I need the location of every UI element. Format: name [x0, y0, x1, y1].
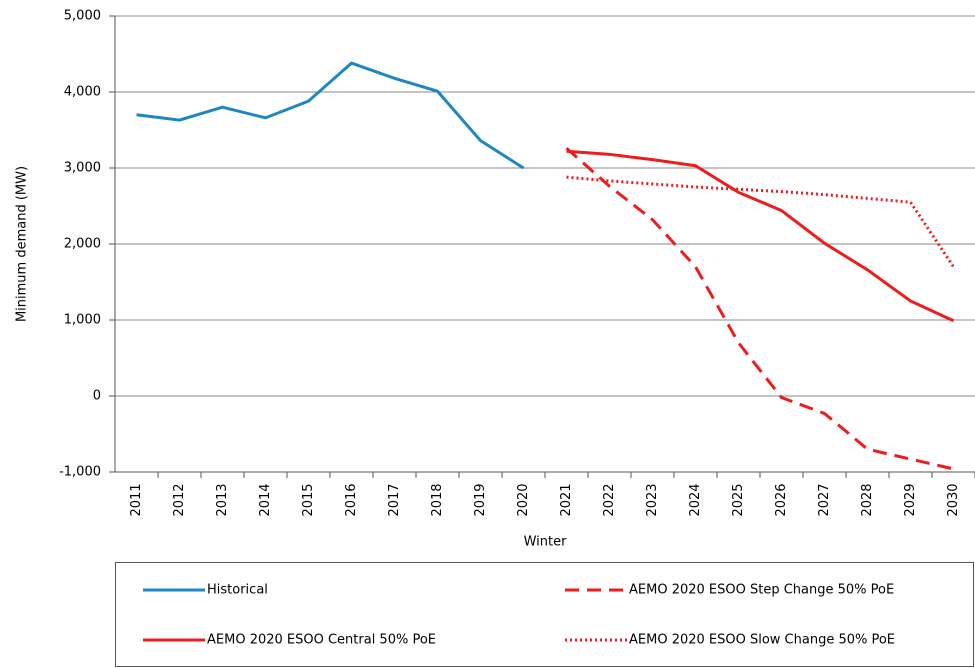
x-tick-label: 2024: [688, 483, 703, 516]
legend-label: Historical: [207, 583, 268, 598]
x-tick-label: 2018: [430, 483, 445, 516]
x-tick-label: 2015: [301, 483, 316, 516]
series-line: [566, 149, 955, 323]
series-line: [136, 61, 525, 170]
y-tick-label: 3,000: [64, 161, 101, 176]
x-tick-label: 2030: [946, 483, 961, 516]
series-line: [565, 147, 954, 471]
x-axis-title: Winter: [524, 535, 568, 550]
x-tick-label: 2025: [731, 483, 746, 516]
x-tick-label: 2019: [473, 483, 488, 516]
y-tick-label: 2,000: [64, 237, 101, 252]
x-tick-label: 2014: [258, 483, 273, 516]
x-tick-label: 2016: [344, 483, 359, 516]
x-tick-label: 2017: [387, 483, 402, 516]
y-tick-label: 4,000: [64, 85, 101, 100]
y-tick-label: -1,000: [59, 465, 101, 480]
series-line: [566, 175, 955, 268]
x-tick-label: 2023: [645, 483, 660, 516]
x-tick-label: 2013: [215, 483, 230, 516]
legend-label: AEMO 2020 ESOO Central 50% PoE: [207, 633, 436, 648]
x-tick-label: 2022: [602, 483, 617, 516]
y-tick-label: 5,000: [64, 9, 101, 24]
x-tick-label: 2011: [129, 483, 144, 516]
legend-box: [115, 562, 974, 667]
x-tick-label: 2028: [860, 483, 875, 516]
y-tick-label: 1,000: [64, 313, 101, 328]
y-axis-title: Minimum demand (MW): [15, 166, 30, 322]
x-tick-label: 2029: [903, 483, 918, 516]
x-tick-label: 2012: [172, 483, 187, 516]
x-tick-label: 2027: [817, 483, 832, 516]
legend-label: AEMO 2020 ESOO Step Change 50% PoE: [629, 583, 894, 598]
x-tick-label: 2021: [559, 483, 574, 516]
x-tick-label: 2026: [774, 483, 789, 516]
x-tick-label: 2020: [516, 483, 531, 516]
y-tick-label: 0: [93, 389, 101, 404]
legend-label: AEMO 2020 ESOO Slow Change 50% PoE: [629, 633, 895, 648]
